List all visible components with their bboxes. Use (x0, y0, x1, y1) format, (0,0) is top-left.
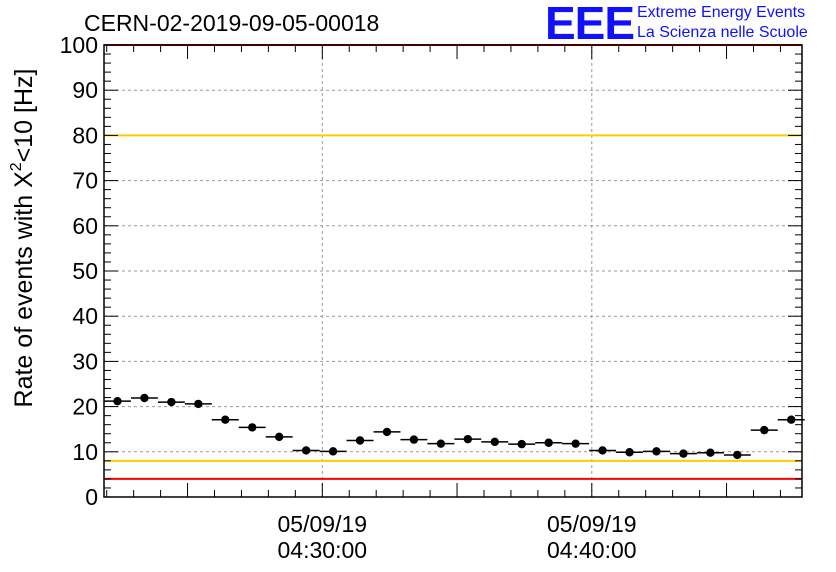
data-point (517, 439, 526, 449)
data-point (113, 396, 122, 406)
x-tick-label-date: 05/09/19 (278, 511, 368, 537)
y-tick-labels: 0 10 20 30 40 50 60 70 80 90 100 (60, 32, 98, 510)
y-axis-label-rest: <10 [Hz] (10, 69, 38, 163)
x-tick-label-date: 05/09/19 (547, 511, 637, 537)
data-point (301, 446, 311, 455)
x-tick-label-time: 04:30:00 (278, 537, 368, 563)
y-axis-label-exponent: 2 (8, 162, 25, 171)
y-tick-label: 90 (72, 77, 98, 103)
y-tick-label: 10 (72, 439, 98, 465)
data-point (571, 439, 580, 448)
brand-line-1: Extreme Energy Events (637, 4, 806, 21)
y-tick-label: 70 (72, 168, 98, 194)
data-point (490, 437, 499, 447)
brand-line-2: La Scienza nelle Scuole (637, 24, 808, 41)
data-point (625, 448, 634, 457)
y-axis-label-main: Rate of events with X (10, 171, 38, 408)
data-point (140, 393, 149, 403)
y-tick-label: 30 (72, 348, 98, 374)
y-tick-label: 40 (72, 303, 98, 329)
data-point (167, 397, 176, 407)
data-point (194, 399, 203, 409)
chart-title: CERN-02-2019-09-05-00018 (84, 10, 380, 36)
axis-ticks (104, 44, 802, 498)
y-tick-label: 80 (72, 122, 98, 148)
data-point (706, 448, 715, 457)
data-point (274, 432, 284, 442)
data-point (248, 423, 257, 432)
data-point (382, 427, 392, 437)
data-point (544, 438, 553, 447)
data-points (104, 393, 805, 460)
y-tick-label: 20 (72, 394, 98, 420)
data-point (221, 415, 230, 424)
x-tick-label-time: 04:40:00 (547, 537, 637, 563)
data-point (733, 450, 742, 460)
y-tick-label: 50 (72, 258, 98, 284)
y-axis-label: Rate of events with X2<10 [Hz] (8, 69, 38, 408)
data-point (679, 449, 688, 458)
y-tick-label: 100 (60, 32, 98, 58)
brand-text: Extreme Energy Events La Scienza nelle S… (637, 3, 808, 43)
grid-lines (104, 45, 802, 497)
reference-lines (104, 44, 802, 480)
y-tick-label: 60 (72, 213, 98, 239)
data-point (652, 447, 661, 456)
data-point (598, 446, 607, 455)
data-point (328, 447, 338, 456)
data-point (409, 435, 419, 444)
data-point (787, 415, 796, 424)
y-tick-label: 0 (85, 484, 98, 510)
data-point (436, 439, 446, 448)
data-point (463, 434, 473, 444)
data-point (355, 436, 365, 445)
eee-logo: EEE (545, 0, 635, 49)
data-point (760, 425, 769, 435)
